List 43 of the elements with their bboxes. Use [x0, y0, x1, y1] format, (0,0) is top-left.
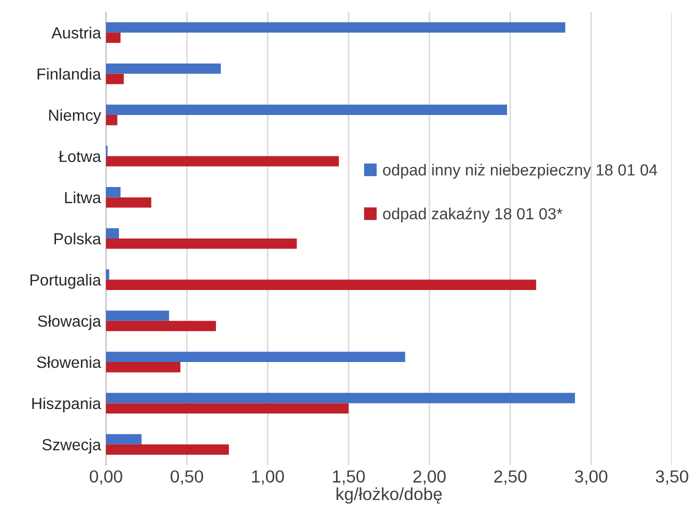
bar [106, 392, 575, 404]
bar [106, 156, 339, 166]
y-tick-label: Polska [54, 232, 102, 244]
bar [106, 74, 124, 84]
bar [106, 320, 216, 332]
x-tick-label: 0,50 [170, 470, 204, 485]
x-axis-title: kg/łożko/dobę [336, 487, 442, 504]
legend-label: odpad inny niż niebezpieczny 18 01 04 [383, 164, 658, 179]
y-tick-label: Austria [51, 26, 102, 39]
x-tick-label: 2,00 [413, 470, 446, 485]
bar [106, 280, 536, 290]
y-tick-label: Łotwa [58, 150, 102, 162]
bar [106, 63, 221, 74]
x-tick-label: 1,50 [333, 470, 365, 485]
y-tick-label: Portugalia [30, 274, 102, 289]
y-tick-label: Finlandia [38, 68, 102, 80]
bar [106, 269, 110, 280]
x-tick-label: 1,00 [252, 470, 284, 485]
x-tick-label: 0,00 [90, 470, 122, 485]
bar [106, 362, 180, 372]
bar [106, 22, 566, 33]
bar [106, 310, 170, 321]
bar [106, 228, 119, 238]
bar [106, 114, 118, 126]
y-tick-label: Słowenia [37, 356, 102, 368]
legend-label: odpad zakaźny 18 01 03* [383, 207, 562, 223]
y-tick-label: Litwa [65, 192, 102, 204]
bar [106, 187, 121, 198]
bar [106, 238, 297, 249]
bar [106, 434, 142, 444]
bar [106, 197, 152, 208]
bar [106, 104, 508, 115]
bar [106, 403, 349, 414]
y-tick-label: Niemcy [49, 109, 102, 124]
y-tick-label: Hiszpania [32, 397, 102, 412]
y-tick-label: Słowacja [38, 315, 102, 330]
x-tick-label: 2,50 [494, 470, 527, 485]
x-tick-label: 3,00 [574, 470, 608, 485]
x-tick-label: 3,50 [656, 470, 688, 485]
bar [106, 32, 121, 43]
bar [106, 352, 406, 362]
bar [106, 444, 229, 455]
y-tick-label: Szwecja [42, 438, 102, 454]
